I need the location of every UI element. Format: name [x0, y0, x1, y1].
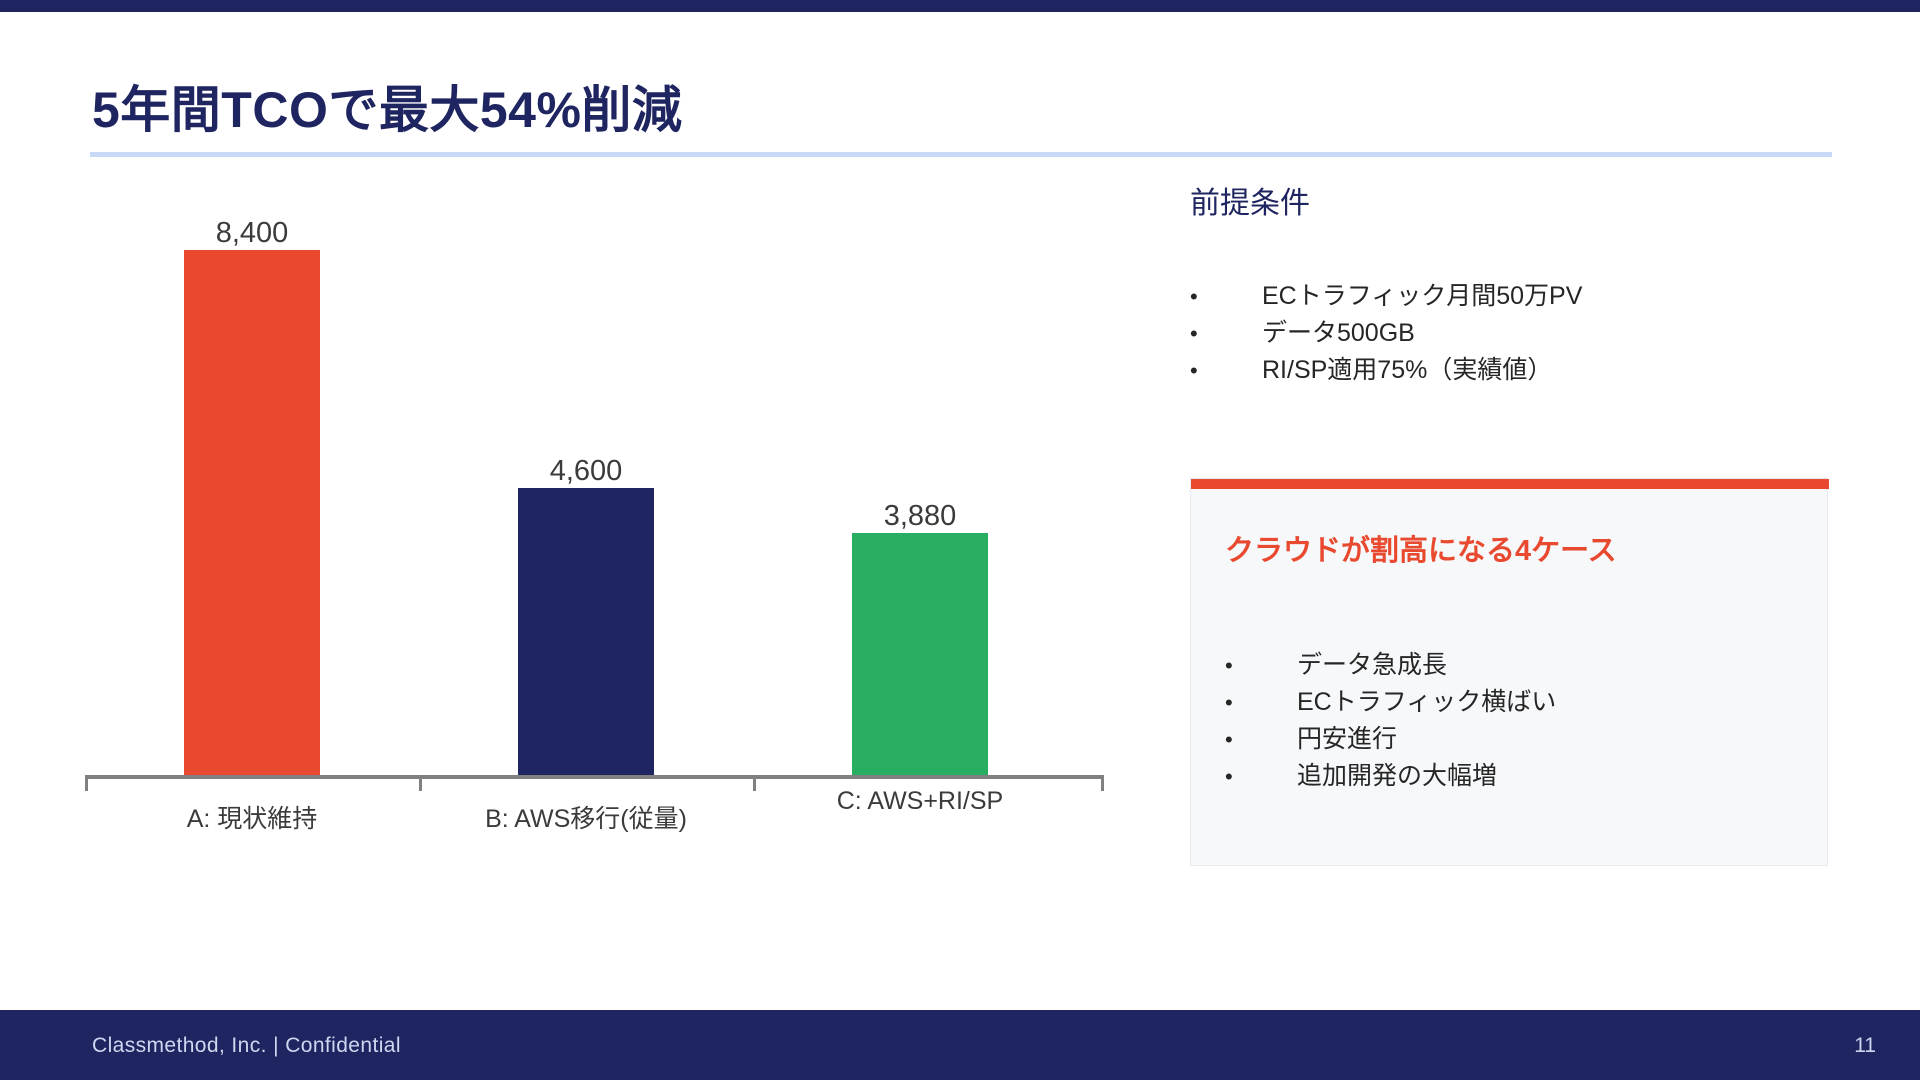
warning-callout-card: クラウドが割高になる4ケース • データ急成長 • ECトラフィック横ばい • …	[1190, 478, 1829, 866]
list-item-label: データ500GB	[1262, 319, 1415, 347]
list-item: • データ500GB	[1190, 315, 1830, 352]
bullet-icon: •	[1190, 321, 1198, 346]
chart-plot-area: 8,400 4,600 3,880 A: 現状維持 B: AWS移行(従量) C…	[70, 175, 1160, 833]
list-item: • 円安進行	[1225, 721, 1805, 758]
bar-current-state[interactable]	[184, 250, 320, 775]
assumptions-panel: 前提条件 • ECトラフィック月間50万PV • データ500GB • RI/S…	[1190, 186, 1830, 389]
slide-footer: Classmethod, Inc. | Confidential 11	[0, 1010, 1920, 1080]
bar-aws-ri-sp[interactable]	[852, 533, 988, 775]
callout-accent-bar	[1191, 479, 1829, 489]
bullet-icon: •	[1190, 284, 1198, 309]
title-divider	[90, 152, 1832, 157]
bullet-icon: •	[1190, 358, 1198, 383]
bullet-icon: •	[1225, 690, 1233, 715]
list-item-label: ECトラフィック横ばい	[1297, 688, 1557, 716]
list-item: • データ急成長	[1225, 647, 1805, 684]
category-label: B: AWS移行(従量)	[485, 805, 687, 833]
list-item: • RI/SP適用75%（実績値）	[1190, 352, 1830, 389]
list-item-label: RI/SP適用75%（実績値）	[1262, 356, 1553, 384]
page-title: 5年間TCOで最大54%削減	[92, 81, 683, 138]
list-item: • ECトラフィック月間50万PV	[1190, 278, 1830, 315]
axis-end-cap-right	[1101, 775, 1104, 791]
chart-x-axis	[85, 775, 1104, 779]
list-item: • 追加開発の大幅増	[1225, 758, 1805, 795]
list-item-label: 円安進行	[1297, 725, 1398, 753]
list-item-label: ECトラフィック月間50万PV	[1262, 282, 1583, 310]
bar-value-label: 3,880	[883, 500, 957, 532]
bar-group: 8,400	[85, 175, 419, 775]
category-label: A: 現状維持	[186, 805, 318, 833]
top-accent-band	[0, 0, 1920, 12]
bullet-icon: •	[1225, 764, 1233, 789]
category-label: C: AWS+RI/SP	[836, 787, 1004, 815]
assumptions-list: • ECトラフィック月間50万PV • データ500GB • RI/SP適用75…	[1190, 278, 1830, 389]
list-item-label: データ急成長	[1297, 651, 1448, 679]
callout-heading: クラウドが割高になる4ケース	[1225, 535, 1617, 567]
callout-list: • データ急成長 • ECトラフィック横ばい • 円安進行 • 追加開発の大幅増	[1225, 647, 1805, 795]
bar-aws-ondemand[interactable]	[518, 488, 654, 775]
slide-page-number: 11	[1854, 1034, 1876, 1057]
bullet-icon: •	[1225, 727, 1233, 752]
footer-confidentiality-text: Classmethod, Inc. | Confidential	[92, 1034, 401, 1057]
axis-tick	[753, 775, 756, 791]
bar-group: 3,880	[753, 175, 1087, 775]
axis-tick	[419, 775, 422, 791]
bar-value-label: 4,600	[549, 455, 623, 487]
bar-group: 4,600	[419, 175, 753, 775]
list-item-label: 追加開発の大幅増	[1297, 762, 1498, 790]
tco-bar-chart: 8,400 4,600 3,880 A: 現状維持 B: AWS移行(従量) C…	[70, 175, 1160, 833]
axis-end-cap-left	[85, 775, 88, 791]
list-item: • ECトラフィック横ばい	[1225, 684, 1805, 721]
assumptions-heading: 前提条件	[1190, 187, 1310, 220]
bar-value-label: 8,400	[215, 217, 289, 249]
bullet-icon: •	[1225, 653, 1233, 678]
